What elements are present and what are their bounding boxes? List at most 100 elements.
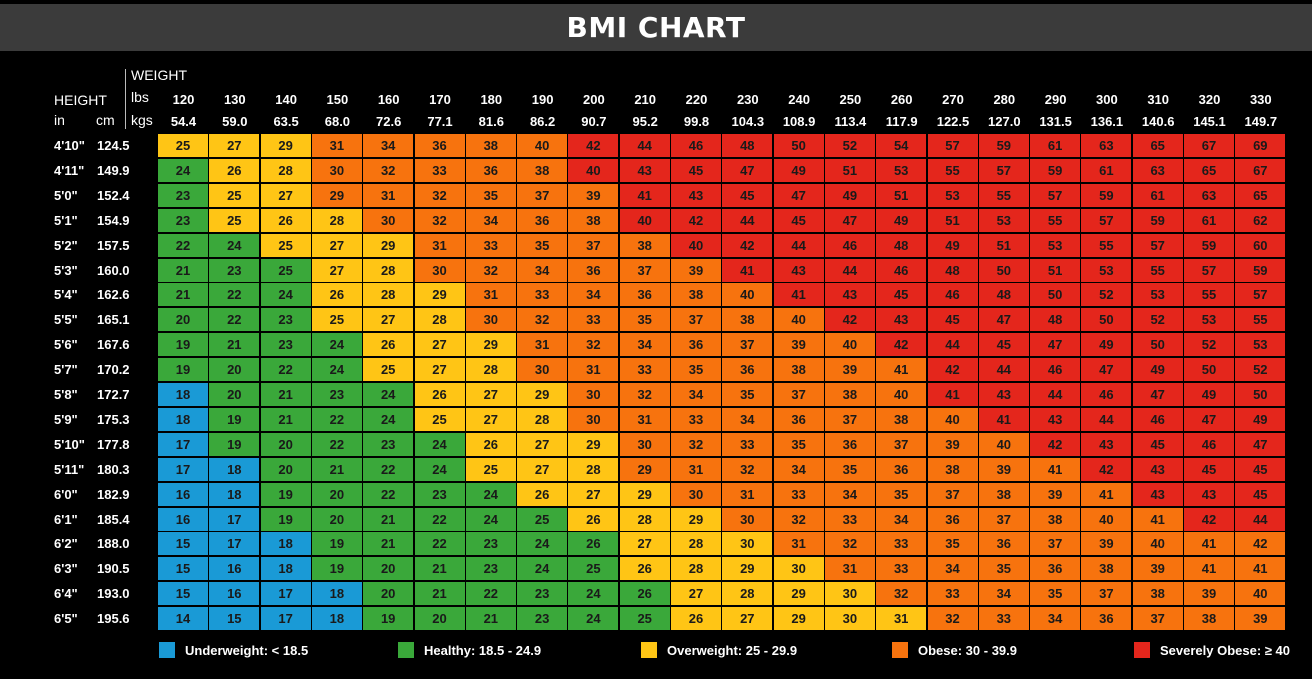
bmi-cell: 31 <box>465 283 516 307</box>
bmi-cell: 59 <box>1081 183 1132 207</box>
bmi-cell: 24 <box>517 557 568 581</box>
bmi-cell: 59 <box>1184 233 1234 257</box>
bmi-cell: 36 <box>568 258 619 282</box>
bmi-cell: 49 <box>773 158 824 182</box>
bmi-cell: 39 <box>1235 607 1286 631</box>
bmi-cell: 49 <box>1235 407 1286 431</box>
bmi-cell: 44 <box>722 208 773 232</box>
bmi-cell: 23 <box>260 308 311 332</box>
bmi-cell: 48 <box>876 233 927 257</box>
bmi-cell: 21 <box>465 607 516 631</box>
bmi-cell: 38 <box>824 383 875 406</box>
bmi-cell: 16 <box>158 507 208 531</box>
bmi-cell: 21 <box>260 407 311 431</box>
bmi-cell: 32 <box>722 457 773 481</box>
weight-lbs-header: 300 <box>1096 92 1118 107</box>
bmi-cell: 42 <box>1184 507 1234 531</box>
bmi-cell: 20 <box>209 383 260 406</box>
bmi-cell: 18 <box>158 383 208 406</box>
bmi-cell: 22 <box>363 457 414 481</box>
bmi-cell: 34 <box>773 457 824 481</box>
bmi-cell: 24 <box>311 333 362 357</box>
bmi-cell: 30 <box>465 308 516 332</box>
bmi-cell: 41 <box>927 383 978 406</box>
bmi-cell: 53 <box>978 208 1029 232</box>
lbs-label: lbs <box>131 89 149 105</box>
bmi-cell: 54 <box>876 134 927 157</box>
bmi-cell: 27 <box>568 482 619 506</box>
bmi-cell: 51 <box>876 183 927 207</box>
legend-label: Underweight: < 18.5 <box>185 642 309 658</box>
bmi-cell: 34 <box>517 258 568 282</box>
bmi-cell: 45 <box>1132 432 1183 456</box>
weight-lbs-header: 240 <box>788 92 810 107</box>
bmi-cell: 24 <box>363 407 414 431</box>
bmi-cell: 47 <box>1184 407 1234 431</box>
bmi-cell: 44 <box>1081 407 1132 431</box>
bmi-cell: 22 <box>158 233 208 257</box>
bmi-cell: 59 <box>1030 158 1081 182</box>
bmi-cell: 23 <box>260 333 311 357</box>
bmi-cell: 34 <box>876 507 927 531</box>
bmi-cell: 45 <box>978 333 1029 357</box>
bmi-cell: 24 <box>209 233 260 257</box>
bmi-cell: 34 <box>363 134 414 157</box>
weight-lbs-header: 320 <box>1198 92 1221 107</box>
height-cm-label: 170.2 <box>97 362 130 378</box>
bmi-cell: 36 <box>927 507 978 531</box>
bmi-cell: 25 <box>517 507 568 531</box>
height-cm-label: 157.5 <box>97 237 130 253</box>
weight-lbs-header: 150 <box>326 92 349 107</box>
weight-lbs-header: 260 <box>890 92 913 107</box>
bmi-cell: 34 <box>671 383 721 406</box>
weight-kgs-header: 131.5 <box>1039 114 1072 129</box>
bmi-cell: 35 <box>927 532 978 556</box>
bmi-cell: 20 <box>363 557 414 581</box>
bmi-cell: 55 <box>1132 258 1183 282</box>
bmi-cell: 25 <box>568 557 619 581</box>
bmi-cell: 48 <box>722 134 773 157</box>
bmi-cell: 26 <box>568 532 619 556</box>
bmi-cell: 17 <box>158 432 208 456</box>
bmi-cell: 61 <box>1081 158 1132 182</box>
bmi-cell: 53 <box>1235 333 1286 357</box>
bmi-cell: 69 <box>1235 134 1286 157</box>
height-in-label: 6'3" <box>54 561 78 577</box>
bmi-cell: 26 <box>671 607 721 631</box>
bmi-cell: 50 <box>1235 383 1286 406</box>
bmi-cell: 38 <box>465 134 516 157</box>
bmi-cell: 38 <box>1030 507 1081 531</box>
bmi-cell: 37 <box>568 233 619 257</box>
weight-kgs-header: 104.3 <box>731 114 765 129</box>
bmi-cell: 29 <box>773 607 824 631</box>
bmi-cell: 37 <box>517 183 568 207</box>
height-in-label: 5'6" <box>54 337 78 353</box>
height-cm-label: 165.1 <box>97 312 130 328</box>
weight-lbs-header: 290 <box>1044 92 1067 107</box>
bmi-cell: 27 <box>209 134 260 157</box>
bmi-cell: 49 <box>1132 358 1183 382</box>
legend-label: Overweight: 25 - 29.9 <box>667 642 798 658</box>
bmi-cell: 49 <box>876 208 927 232</box>
bmi-cell: 17 <box>158 457 208 481</box>
height-cm-label: 182.9 <box>97 486 130 502</box>
bmi-cell: 39 <box>671 258 721 282</box>
bmi-cell: 46 <box>1132 407 1183 431</box>
bmi-cell: 38 <box>1081 557 1132 581</box>
height-in-label: 5'7" <box>54 362 78 378</box>
bmi-cell: 35 <box>619 308 670 332</box>
bmi-cell: 39 <box>773 333 824 357</box>
bmi-cell: 44 <box>978 358 1029 382</box>
bmi-cell: 28 <box>311 208 362 232</box>
bmi-cell: 46 <box>824 233 875 257</box>
bmi-cell: 53 <box>1030 233 1081 257</box>
bmi-cell: 28 <box>465 358 516 382</box>
bmi-cell: 42 <box>671 208 721 232</box>
bmi-cell: 36 <box>671 333 721 357</box>
bmi-cell: 45 <box>722 183 773 207</box>
height-cm-label: 154.9 <box>97 212 130 228</box>
bmi-cell: 30 <box>722 532 773 556</box>
height-in-label: 5'9" <box>54 411 78 427</box>
bmi-cell: 40 <box>1132 532 1183 556</box>
bmi-cell: 24 <box>568 607 619 631</box>
